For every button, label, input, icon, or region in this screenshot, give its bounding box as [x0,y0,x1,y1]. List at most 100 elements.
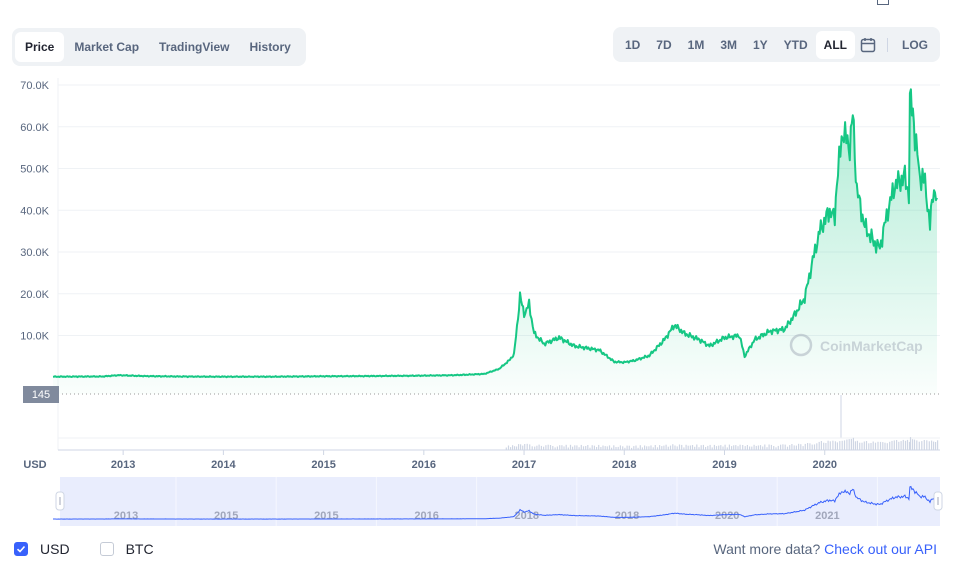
y-axis-ticks: 70.0K 60.0K 50.0K 40.0K 30.0K 20.0K 10.0K [20,80,49,343]
volume-bar [572,446,574,450]
log-toggle[interactable]: LOG [902,37,928,52]
tab-tradingview[interactable]: TradingView [159,40,230,54]
volume-bar [624,447,626,450]
volume-bar [935,442,937,450]
range-3m[interactable]: 3M [720,37,737,52]
volume-bar [639,445,641,450]
range-navigator[interactable]: 2013 2015 2015 2016 2018 2018 2020 2021 [53,477,943,526]
range-ytd[interactable]: YTD [783,37,808,52]
volume-bar [800,444,802,450]
volume-bar [836,442,838,450]
calendar-icon[interactable] [855,31,881,59]
volume-bar [709,444,711,450]
api-prompt: Want more data? Check out our API [713,541,937,557]
volume-bar [565,444,567,450]
volume-bar [843,440,846,450]
volume-bar [702,444,704,450]
volume-bar [617,446,619,450]
volume-bar [667,446,669,450]
volume-bar [856,440,858,450]
volume-bar [531,446,533,450]
volume-bar [874,442,877,450]
range-1m[interactable]: 1M [687,37,705,52]
volume-bar [689,445,691,450]
volume-bar [807,443,809,450]
volume-bar [626,445,628,450]
y-tick-label: 70.0K [20,80,49,92]
volume-bar [580,444,582,450]
range-1y[interactable]: 1Y [752,37,768,52]
tab-market-cap[interactable]: Market Cap [74,40,140,54]
volume-bar [534,446,536,450]
volume-bar [669,445,672,450]
volume-bar [576,445,578,450]
navigator-tick-label: 2020 [715,510,739,522]
volume-bar [514,446,516,450]
volume-bar [889,441,891,450]
tab-price[interactable]: Price [15,32,65,62]
volume-bar [777,445,779,450]
x-tick-label: 2015 [311,459,335,471]
range-all[interactable]: ALL [815,30,855,59]
y-tick-label: 10.0K [20,331,49,343]
navigator-right-handle[interactable] [933,491,943,511]
volume-bar [681,444,683,450]
volume-bar [755,445,757,450]
volume-bar [751,446,753,450]
volume-bar [816,443,818,450]
volume-bar [552,446,554,450]
volume-bar [622,446,624,450]
volume-bar [731,446,733,450]
volume-bar [518,444,520,450]
volume-bar [641,447,643,450]
volume-bar [685,444,687,450]
volume-bar [691,445,694,450]
volume-bar [648,446,650,450]
volume-bar [848,439,850,450]
volume-bar [631,447,633,450]
volume-bar [933,441,935,450]
btc-checkbox[interactable] [99,542,114,556]
api-prompt-text: Want more data? [713,541,821,557]
volume-bar [829,441,831,450]
volume-bar [846,439,848,450]
y-tick-label: 40.0K [20,205,49,217]
tab-history[interactable]: History [249,40,291,54]
volume-bar [665,444,667,450]
volume-bar [908,441,911,450]
volume-bar [865,441,868,450]
volume-bar [886,443,888,450]
currency-toggles: USD BTC [14,541,184,557]
volume-bars [505,437,939,450]
volume-bar [696,444,698,450]
volume-bar [896,440,898,450]
price-area [53,89,937,395]
navigator-left-handle[interactable] [55,491,65,511]
volume-bar [762,446,764,450]
volume-bar [744,446,746,450]
fullscreen-icon[interactable] [877,0,889,5]
volume-bar [753,444,755,450]
volume-bar [507,445,510,450]
volume-bar [646,446,648,450]
volume-bar [813,444,816,450]
api-link[interactable]: Check out our API [824,541,937,557]
volume-bar [937,440,939,450]
volume-bar [789,445,791,450]
volume-bar [921,441,923,450]
range-1d[interactable]: 1D [624,37,641,52]
volume-bar [791,444,793,450]
navigator-tick-label: 2015 [314,510,338,522]
range-7d[interactable]: 7D [656,37,672,52]
volume-bar [559,445,561,450]
current-price-tag-bg [23,386,59,403]
volume-bar [882,442,884,450]
volume-bar [705,447,707,450]
volume-bar [773,446,775,450]
y-tick-label: 50.0K [20,164,49,176]
volume-bar [637,447,639,450]
price-line [52,88,938,379]
usd-checkbox[interactable] [14,542,28,556]
volume-bar [591,445,593,450]
